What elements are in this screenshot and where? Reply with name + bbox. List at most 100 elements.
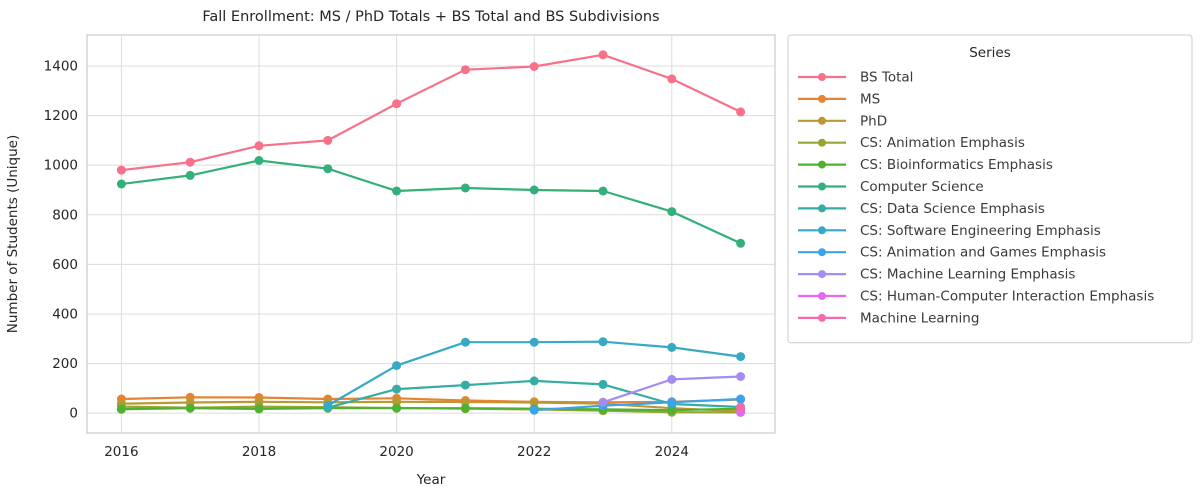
legend-item-label: CS: Machine Learning Emphasis [860, 267, 1075, 283]
y-tick-label: 1000 [44, 158, 78, 174]
data-point-marker [254, 404, 264, 414]
data-point-marker [460, 337, 470, 347]
legend-box [787, 34, 1193, 344]
data-point-marker [529, 62, 539, 71]
legend-item-label: Computer Science [860, 179, 984, 195]
legend-item-label: CS: Animation Emphasis [860, 135, 1025, 151]
data-point-marker [736, 238, 746, 248]
legend-item-label: CS: Data Science Emphasis [860, 201, 1045, 217]
x-tick-label: 2016 [104, 444, 138, 460]
data-point-marker [736, 107, 746, 117]
series-path [120, 396, 742, 404]
y-axis-label: Number of Students (Unique) [5, 135, 21, 333]
series-lines [116, 50, 746, 417]
legend-item: CS: Software Engineering Emphasis [798, 223, 1101, 239]
legend-swatch-marker [818, 204, 826, 213]
legend-item-label: PhD [860, 113, 887, 129]
plot-border [86, 34, 776, 434]
data-point-marker [254, 141, 264, 151]
legend-item: CS: Machine Learning Emphasis [798, 267, 1075, 283]
legend-item: CS: Data Science Emphasis [798, 201, 1045, 217]
legend-item: CS: Bioinformatics Emphasis [798, 157, 1053, 173]
data-point-marker [323, 401, 333, 410]
y-tick-label: 400 [52, 306, 78, 322]
legend: Series BS Total MS PhD CS: Animation Emphasi… [787, 34, 1193, 344]
data-point-marker [185, 170, 195, 180]
chart-title: Fall Enrollment: MS / PhD Totals + BS To… [202, 9, 659, 25]
legend-swatch-marker [818, 313, 826, 322]
data-point-marker [736, 352, 746, 362]
data-point-marker [529, 376, 539, 386]
data-point-marker [598, 50, 608, 60]
data-point-marker [667, 405, 677, 415]
gridlines [87, 35, 775, 433]
data-point-marker [529, 337, 539, 347]
data-point-marker [460, 183, 470, 193]
legend-item: MS [798, 91, 880, 107]
data-point-marker [392, 99, 402, 109]
y-tick-label: 200 [52, 356, 78, 372]
data-point-marker [323, 135, 333, 145]
data-point-marker [667, 374, 677, 384]
data-point-marker [254, 156, 264, 165]
data-point-marker [185, 157, 195, 167]
legend-swatch-marker [818, 138, 826, 147]
legend-swatch-marker [818, 160, 826, 169]
series-computer-science [116, 156, 746, 248]
data-point-marker [529, 405, 539, 415]
data-point-marker [598, 337, 608, 347]
legend-item: PhD [798, 113, 887, 129]
series-bs-total [116, 50, 746, 175]
data-point-marker [392, 186, 402, 196]
legend-item: CS: Human-Computer Interaction Emphasis [798, 289, 1154, 305]
legend-item: Machine Learning [798, 310, 979, 326]
legend-swatch-marker [818, 226, 826, 235]
legend-swatch-marker [818, 248, 826, 257]
legend-item-label: CS: Animation and Games Emphasis [860, 245, 1106, 261]
data-point-marker [323, 164, 333, 174]
data-point-marker [529, 398, 539, 407]
legend-swatch-marker [818, 270, 826, 279]
series-ms [116, 392, 746, 407]
x-tick-label: 2022 [517, 444, 551, 460]
legend-swatch-marker [818, 94, 826, 103]
x-tick-label: 2020 [379, 444, 413, 460]
legend-item-label: Machine Learning [860, 310, 979, 326]
data-point-marker [667, 74, 677, 84]
data-point-marker [598, 186, 608, 196]
data-point-marker [598, 397, 608, 407]
series-path [120, 53, 742, 172]
data-point-marker [116, 404, 126, 414]
x-tick-label: 2024 [655, 444, 689, 460]
series-cs-software-engineering-emphasis [323, 337, 746, 410]
series-path [120, 407, 742, 412]
legend-item: CS: Animation Emphasis [798, 135, 1025, 151]
data-point-marker [460, 380, 470, 390]
data-point-marker [736, 402, 746, 412]
legend-item-label: CS: Software Engineering Emphasis [860, 223, 1101, 239]
y-tick-label: 1400 [44, 58, 78, 74]
legend-item-label: MS [860, 91, 880, 107]
data-point-marker [392, 403, 402, 413]
x-tick-label: 2018 [242, 444, 276, 460]
legend-swatch-marker [818, 182, 826, 191]
legend-swatch-marker [818, 116, 826, 125]
data-point-marker [116, 179, 126, 189]
data-point-marker [736, 372, 746, 381]
data-point-marker [667, 207, 677, 217]
legend-item: CS: Animation and Games Emphasis [798, 245, 1106, 261]
series-path [120, 159, 742, 245]
legend-item: BS Total [798, 70, 913, 86]
legend-swatch-marker [818, 73, 826, 81]
data-point-marker [460, 397, 470, 407]
series-machine-learning [736, 402, 746, 412]
y-tick-label: 800 [52, 207, 78, 223]
legend-item-label: CS: Bioinformatics Emphasis [860, 157, 1053, 173]
data-point-marker [598, 379, 608, 389]
axis-tick-labels: 2016 2018 2020 2022 2024 0 200 400 600 800 1000 120… [44, 58, 689, 460]
legend-swatch-marker [818, 292, 826, 300]
series-cs-machine-learning-emphasis [598, 372, 746, 407]
data-point-marker [736, 394, 746, 404]
y-tick-label: 600 [52, 257, 78, 273]
